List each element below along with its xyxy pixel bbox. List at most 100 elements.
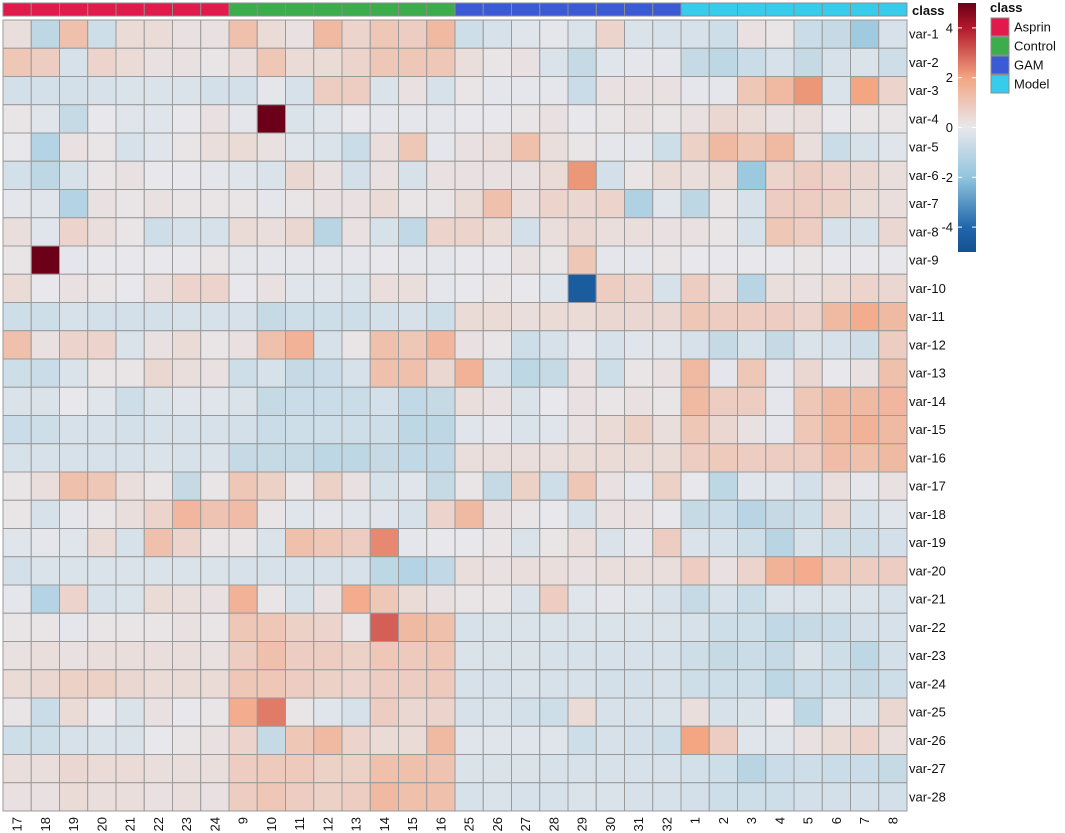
heatmap-cell bbox=[765, 556, 795, 586]
heatmap-cell bbox=[87, 217, 117, 247]
heatmap-cell bbox=[454, 471, 484, 501]
heatmap-cell bbox=[708, 528, 738, 558]
heatmap-cell bbox=[567, 443, 597, 473]
heatmap-cell bbox=[426, 725, 456, 755]
heatmap-cell bbox=[398, 443, 428, 473]
heatmap-cell bbox=[821, 132, 851, 162]
heatmap-cell bbox=[115, 415, 145, 445]
heatmap-cells bbox=[2, 19, 908, 812]
heatmap-cell bbox=[426, 782, 456, 812]
heatmap-cell bbox=[821, 47, 851, 77]
heatmap-cell bbox=[87, 641, 117, 671]
heatmap-cell bbox=[708, 273, 738, 303]
heatmap-cell bbox=[30, 669, 60, 699]
heatmap-cell bbox=[567, 160, 597, 190]
heatmap-cell bbox=[680, 386, 710, 416]
annotation-cell bbox=[285, 2, 315, 17]
heatmap-cell bbox=[426, 217, 456, 247]
heatmap-cell bbox=[369, 415, 399, 445]
heatmap-cell bbox=[595, 189, 625, 219]
heatmap-cell bbox=[850, 471, 880, 501]
heatmap-cell bbox=[680, 782, 710, 812]
heatmap-cell bbox=[680, 669, 710, 699]
heatmap-cell bbox=[59, 415, 89, 445]
heatmap-cell bbox=[567, 217, 597, 247]
heatmap-cell bbox=[821, 386, 851, 416]
heatmap-cell bbox=[878, 358, 908, 388]
heatmap-cell bbox=[398, 669, 428, 699]
row-label: var-20 bbox=[909, 563, 946, 578]
heatmap-cell bbox=[426, 584, 456, 614]
heatmap-cell bbox=[539, 499, 569, 529]
heatmap-cell bbox=[2, 47, 32, 77]
heatmap-cell bbox=[143, 104, 173, 134]
heatmap-cell bbox=[398, 386, 428, 416]
heatmap-cell bbox=[878, 556, 908, 586]
heatmap-cell bbox=[737, 19, 767, 49]
row-label: var-22 bbox=[909, 620, 946, 635]
heatmap-cell bbox=[482, 330, 512, 360]
heatmap-cell bbox=[115, 76, 145, 106]
heatmap-cell bbox=[765, 76, 795, 106]
heatmap-cell bbox=[539, 358, 569, 388]
heatmap-cell bbox=[369, 245, 399, 275]
heatmap-cell bbox=[172, 358, 202, 388]
heatmap-cell bbox=[143, 528, 173, 558]
heatmap-cell bbox=[30, 76, 60, 106]
heatmap-cell bbox=[737, 612, 767, 642]
heatmap-cell bbox=[398, 556, 428, 586]
heatmap-cell bbox=[454, 697, 484, 727]
heatmap-cell bbox=[454, 76, 484, 106]
heatmap-cell bbox=[2, 499, 32, 529]
heatmap-cell bbox=[228, 499, 258, 529]
heatmap-cell bbox=[2, 584, 32, 614]
heatmap-cell bbox=[652, 245, 682, 275]
heatmap-cell bbox=[595, 697, 625, 727]
heatmap-cell bbox=[172, 528, 202, 558]
heatmap-cell bbox=[228, 697, 258, 727]
heatmap-cell bbox=[172, 669, 202, 699]
heatmap-cell bbox=[256, 19, 286, 49]
heatmap-cell bbox=[878, 612, 908, 642]
heatmap-cell bbox=[341, 330, 371, 360]
heatmap-cell bbox=[482, 386, 512, 416]
heatmap-cell bbox=[426, 330, 456, 360]
heatmap-cell bbox=[567, 499, 597, 529]
heatmap-cell bbox=[59, 782, 89, 812]
heatmap-cell bbox=[59, 556, 89, 586]
heatmap-cell bbox=[708, 302, 738, 332]
heatmap-cell bbox=[341, 132, 371, 162]
heatmap-cell bbox=[313, 697, 343, 727]
heatmap-cell bbox=[256, 132, 286, 162]
heatmap-cell bbox=[878, 19, 908, 49]
heatmap-cell bbox=[680, 556, 710, 586]
heatmap-cell bbox=[821, 556, 851, 586]
heatmap-cell bbox=[793, 584, 823, 614]
heatmap-cell bbox=[793, 641, 823, 671]
heatmap-cell bbox=[143, 189, 173, 219]
heatmap-cell bbox=[850, 104, 880, 134]
heatmap-cell bbox=[369, 697, 399, 727]
heatmap-cell bbox=[511, 19, 541, 49]
heatmap-cell bbox=[341, 47, 371, 77]
heatmap-cell bbox=[539, 160, 569, 190]
heatmap-cell bbox=[539, 782, 569, 812]
heatmap-cell bbox=[595, 612, 625, 642]
heatmap-cell bbox=[256, 47, 286, 77]
heatmap-cell bbox=[87, 499, 117, 529]
row-label: var-11 bbox=[909, 309, 945, 324]
heatmap-cell bbox=[200, 443, 230, 473]
heatmap-cell bbox=[708, 443, 738, 473]
heatmap-cell bbox=[87, 358, 117, 388]
heatmap-cell bbox=[765, 330, 795, 360]
heatmap-cell bbox=[511, 584, 541, 614]
heatmap-cell bbox=[511, 725, 541, 755]
heatmap-cell bbox=[2, 556, 32, 586]
heatmap-cell bbox=[313, 443, 343, 473]
heatmap-cell bbox=[285, 782, 315, 812]
heatmap-cell bbox=[652, 612, 682, 642]
row-label: var-6 bbox=[909, 168, 939, 183]
heatmap-cell bbox=[680, 76, 710, 106]
heatmap-cell bbox=[200, 189, 230, 219]
heatmap-cell bbox=[737, 245, 767, 275]
